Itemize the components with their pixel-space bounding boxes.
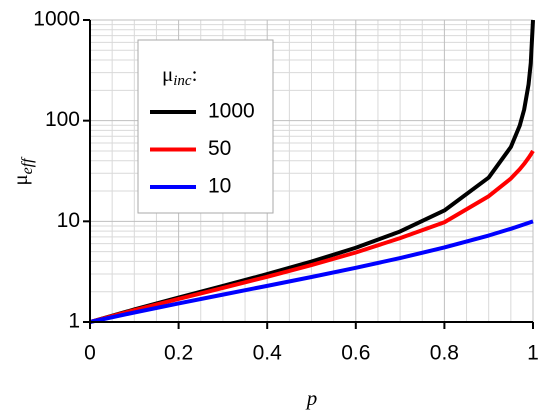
y-tick-label: 1000 bbox=[33, 8, 80, 31]
y-axis-label: μeff bbox=[8, 156, 36, 186]
x-tick-label: 0 bbox=[84, 342, 96, 365]
x-axis-label: p bbox=[305, 386, 318, 410]
y-label-symbol: μ bbox=[8, 174, 32, 185]
legend-label: 10 bbox=[208, 175, 231, 198]
y-tick-label: 100 bbox=[45, 108, 80, 131]
y-tick-label: 10 bbox=[57, 209, 80, 232]
x-tick-label: 1 bbox=[527, 342, 539, 365]
x-tick-label: 0.4 bbox=[253, 342, 283, 365]
legend: μinc: 1000 50 10 bbox=[137, 39, 274, 214]
x-tick-label: 0.8 bbox=[430, 342, 459, 365]
lines bbox=[89, 19, 535, 324]
legend-label: 50 bbox=[208, 137, 231, 160]
axes: 0 0.2 0.4 0.6 0.8 1 1 10 100 1000 bbox=[33, 8, 539, 365]
x-tick-label: 0.6 bbox=[341, 342, 370, 365]
series-line bbox=[89, 219, 534, 324]
y-tick-label: 1 bbox=[68, 310, 80, 333]
x-tick-label: 0.2 bbox=[164, 342, 193, 365]
legend-title: μinc: bbox=[162, 62, 197, 90]
y-label-subscript: eff bbox=[19, 156, 36, 175]
legend-title-subscript: inc bbox=[173, 73, 192, 89]
legend-box bbox=[137, 39, 274, 214]
legend-title-symbol: μ bbox=[162, 62, 173, 86]
series-line bbox=[89, 149, 535, 324]
legend-title-suffix: : bbox=[192, 62, 198, 86]
legend-label: 1000 bbox=[208, 100, 255, 123]
